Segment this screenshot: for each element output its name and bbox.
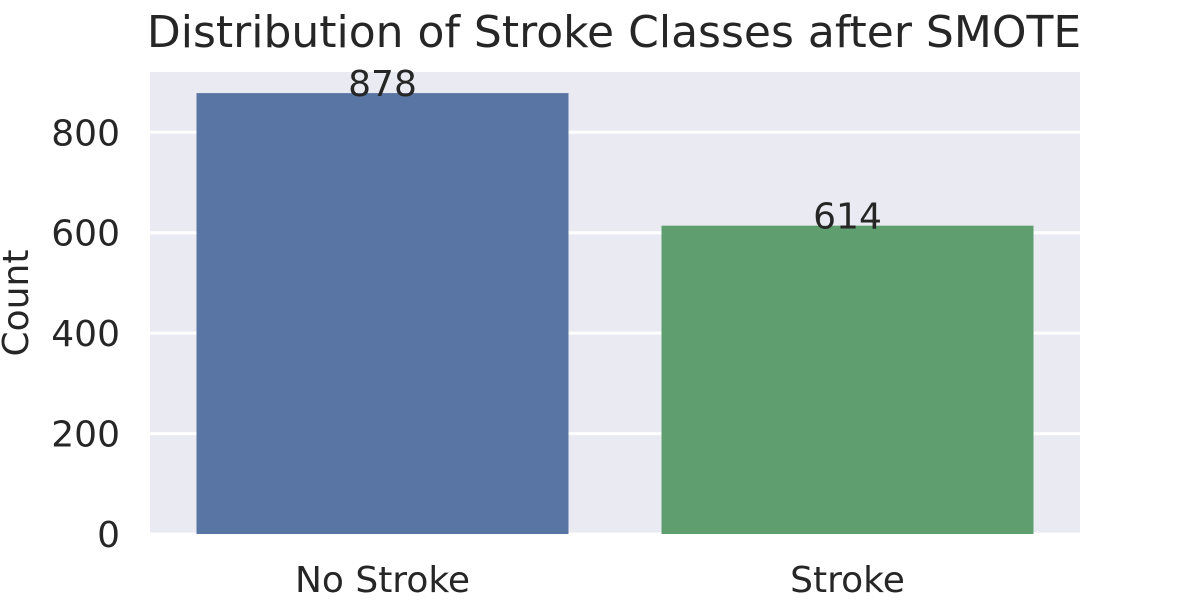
- bar-no-stroke: [196, 93, 569, 534]
- y-tick-label: 200: [51, 415, 120, 456]
- chart-title: Distribution of Stroke Classes after SMO…: [147, 7, 1081, 58]
- bar-value-label: 614: [813, 197, 882, 238]
- bars: [196, 93, 1034, 534]
- bar-stroke: [661, 225, 1034, 534]
- x-tick-label: No Stroke: [295, 560, 470, 600]
- x-axis-ticks: No Stroke Stroke: [295, 560, 905, 600]
- data-labels: 878 614: [348, 64, 882, 238]
- bar-value-label: 878: [348, 64, 417, 105]
- y-tick-label: 400: [51, 314, 120, 355]
- y-axis-label: Count: [0, 250, 37, 357]
- x-tick-label: Stroke: [790, 560, 905, 600]
- y-tick-label: 600: [51, 214, 120, 255]
- y-tick-label: 800: [51, 113, 120, 154]
- y-tick-label: 0: [97, 515, 120, 556]
- y-axis-ticks: 0 200 400 600 800: [51, 113, 120, 556]
